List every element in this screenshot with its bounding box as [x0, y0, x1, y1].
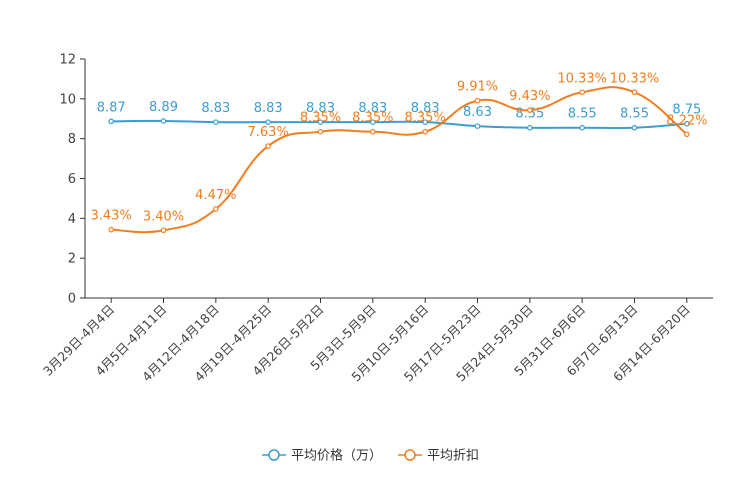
- data-label: 4.47%: [195, 188, 236, 203]
- data-point: [579, 124, 585, 131]
- data-label: 8.55: [620, 107, 649, 122]
- data-label: 10.33%: [557, 71, 607, 86]
- y-tick-label: 6: [68, 172, 76, 187]
- data-point: [265, 119, 271, 125]
- legend-label[interactable]: 平均价格（万）: [291, 448, 382, 464]
- data-point: [422, 128, 428, 135]
- y-tick-label: 2: [68, 252, 76, 267]
- data-point: [317, 119, 324, 125]
- data-point: [160, 118, 167, 124]
- data-point: [631, 89, 638, 96]
- data-point: [684, 120, 690, 127]
- data-label: 8.87: [97, 100, 126, 115]
- data-point: [213, 119, 219, 125]
- data-point: [684, 131, 690, 138]
- data-point: [579, 89, 585, 96]
- data-label: 8.35%: [300, 111, 341, 126]
- data-point: [370, 119, 376, 125]
- data-point: [108, 226, 114, 233]
- y-tick-label: 0: [68, 292, 76, 307]
- data-point: [474, 97, 481, 104]
- data-label: 8.83: [306, 101, 335, 116]
- y-tick-label: 12: [59, 53, 76, 68]
- data-point: [265, 143, 271, 149]
- y-tick-label: 4: [68, 212, 76, 227]
- data-label: 10.33%: [610, 71, 660, 86]
- data-point: [631, 124, 638, 131]
- data-label: 8.63: [463, 105, 492, 120]
- legend-marker: [268, 449, 280, 461]
- data-point: [527, 107, 533, 113]
- series-line-2: [111, 86, 688, 234]
- data-point: [160, 227, 167, 234]
- legend-label[interactable]: 平均折扣: [427, 449, 479, 464]
- data-label: 8.83: [201, 101, 230, 116]
- data-label: 8.83: [254, 101, 283, 116]
- data-point: [474, 123, 481, 129]
- y-tick-label: 8: [68, 132, 76, 147]
- data-label: 8.83: [358, 101, 387, 116]
- data-label: 8.55: [568, 107, 597, 122]
- data-point: [370, 128, 376, 135]
- data-label: 7.63%: [248, 125, 289, 140]
- data-label: 8.89: [149, 100, 178, 115]
- data-label: 8.83: [411, 101, 440, 116]
- data-label: 8.35%: [352, 111, 393, 126]
- series-line-1: [111, 119, 687, 130]
- data-point: [108, 118, 114, 125]
- data-label: 3.40%: [143, 209, 184, 224]
- data-point: [213, 206, 219, 212]
- data-label: 9.91%: [457, 80, 498, 95]
- y-tick-label: 10: [59, 92, 76, 107]
- data-label: 8.75: [672, 103, 701, 118]
- data-point: [527, 124, 533, 131]
- data-point: [317, 128, 324, 135]
- data-label: 8.35%: [405, 111, 446, 126]
- legend-marker: [404, 449, 416, 461]
- data-label: 3.43%: [91, 209, 132, 224]
- data-point: [422, 119, 428, 125]
- data-label: 9.43%: [509, 89, 550, 104]
- data-label: 8.22%: [666, 113, 707, 128]
